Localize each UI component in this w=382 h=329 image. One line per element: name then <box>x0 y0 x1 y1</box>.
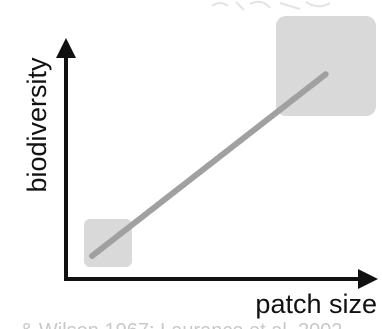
footer-citation: & Wilson 1967; Laurance et al. 2002 <box>20 320 342 329</box>
y-axis-label: biodiversity <box>22 57 52 193</box>
x-axis-label: patch size <box>255 289 377 319</box>
positive-relationship-line <box>89 71 329 259</box>
x-axis-arrowhead <box>358 269 378 289</box>
top-decoration <box>211 0 331 11</box>
y-axis-arrowhead <box>56 38 76 58</box>
